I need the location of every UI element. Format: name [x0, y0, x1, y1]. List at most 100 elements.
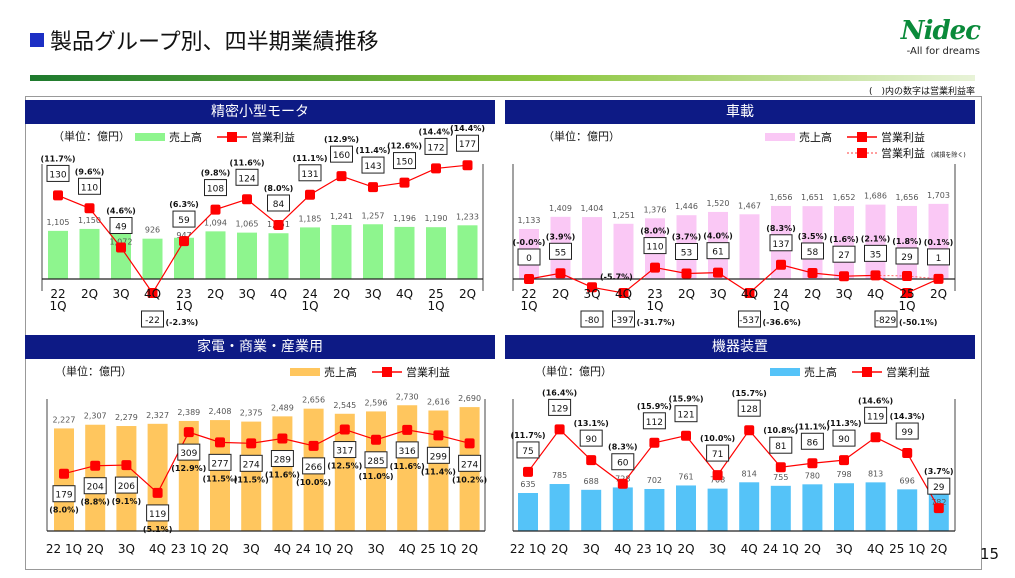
profit-margin-label: (-2.3%) — [166, 318, 199, 327]
profit-marker — [839, 271, 849, 282]
sales-value-label: 2,375 — [240, 409, 263, 418]
legend-profit-label: 営業利益 — [251, 130, 295, 144]
profit-marker — [744, 288, 755, 298]
sales-value-label: 635 — [520, 480, 535, 489]
profit-value-box — [864, 406, 888, 424]
profit-value-label: 58 — [807, 248, 819, 258]
x-tick-label: 2Q — [804, 287, 821, 301]
profit-value-label: 316 — [399, 447, 416, 457]
legend-sales-swatch — [135, 133, 165, 141]
profit-value-label: 99 — [901, 428, 913, 438]
sales-bar — [48, 230, 68, 279]
profit-value-box — [864, 244, 887, 262]
x-tick-label: 3Q — [709, 287, 726, 301]
sales-value-label: 688 — [584, 477, 599, 486]
profit-value-box — [642, 412, 666, 430]
legend-profit-label: 営業利益 — [881, 130, 925, 144]
x-tick-label: 2Q — [211, 542, 228, 556]
x-tick-label: 2Q — [678, 287, 695, 301]
profit-margin-label: (10.2%) — [452, 475, 487, 484]
sales-value-label: 755 — [773, 473, 788, 482]
profit-marker — [807, 267, 818, 278]
profit-marker — [523, 466, 533, 477]
profit-margin-label: (5.1%) — [143, 525, 173, 534]
sales-bar — [331, 224, 352, 279]
profit-value-box — [146, 504, 170, 522]
profit-value-box — [927, 248, 950, 266]
x-tick-label: 3Q — [118, 542, 135, 556]
profit-marker — [586, 455, 597, 466]
profit-value-box — [895, 422, 919, 440]
sales-value-label: 1,520 — [707, 199, 730, 208]
x-tick-label: 2Q — [87, 542, 104, 556]
profit-value-label: 150 — [396, 158, 413, 168]
profit-value-label: 75 — [522, 447, 533, 457]
profit-value-label: -22 — [145, 316, 160, 326]
legend-sales-swatch — [765, 133, 795, 141]
sales-value-label: 2,408 — [209, 407, 232, 416]
profit-value-label: 289 — [274, 456, 291, 466]
panel-title: 精密小型モータ — [25, 100, 495, 124]
profit-value-label: 27 — [838, 251, 849, 261]
x-tick-label: 2Q — [461, 542, 478, 556]
profit-marker — [870, 432, 881, 443]
profit-value-label: 317 — [336, 447, 353, 457]
profit-value-box — [580, 310, 604, 328]
sales-bar — [581, 489, 602, 531]
profit-value-box — [330, 145, 353, 163]
sales-value-label: 798 — [836, 470, 851, 479]
unit-label: （単位：億円） — [53, 129, 130, 143]
legend-profit-marker — [857, 132, 867, 142]
legend-profit-marker — [227, 132, 237, 142]
profit-marker — [464, 438, 475, 449]
legend-sales-swatch — [290, 368, 320, 376]
profit-marker — [902, 448, 913, 459]
x-tick-label: 22 1Q — [510, 542, 546, 556]
x-tick-label: 4Q — [396, 287, 413, 301]
sales-value-label: 1,196 — [393, 214, 416, 223]
profit-margin-label: (0.1%) — [924, 238, 954, 247]
profit-margin-label: (11.4%) — [421, 467, 456, 476]
profit-margin-label: (14.6%) — [858, 396, 893, 405]
profit-value-label: 55 — [555, 248, 566, 258]
profit-margin-label: (11.5%) — [202, 474, 237, 483]
sales-value-label: 2,279 — [115, 413, 138, 422]
profit-value-label: 110 — [646, 243, 663, 253]
profit-marker — [555, 268, 566, 279]
profit-value-label: 86 — [807, 438, 819, 448]
sales-value-label: 1,703 — [927, 191, 950, 200]
profit-marker — [433, 430, 444, 441]
x-tick-label: 4Q — [615, 287, 632, 301]
x-tick-label: 22 — [521, 287, 536, 301]
sales-bar — [613, 223, 634, 279]
sales-value-label: 2,327 — [146, 411, 169, 420]
x-tick-label: 2Q — [552, 287, 569, 301]
x-tick-label: 25 — [428, 287, 443, 301]
sales-value-label: 761 — [678, 472, 693, 481]
profit-margin-label: (11.1%) — [292, 154, 327, 163]
profit-value-box — [333, 441, 357, 459]
sales-value-label: 1,241 — [330, 212, 353, 221]
sales-bar — [518, 493, 538, 531]
profit-margin-label: (9.1%) — [112, 497, 142, 506]
profit-value-box — [769, 436, 793, 454]
profit-marker — [90, 460, 101, 471]
profit-margin-label: (-50.1%) — [899, 318, 937, 327]
sales-value-label: 785 — [552, 471, 567, 480]
profit-marker — [242, 194, 252, 205]
profit-marker — [712, 470, 723, 481]
profit-marker — [933, 273, 944, 284]
sales-bar — [111, 232, 131, 279]
profit-value-box — [298, 164, 322, 182]
profit-line — [63, 428, 470, 494]
profit-margin-label: (11.6%) — [390, 462, 425, 471]
profit-value-label: 119 — [149, 510, 166, 520]
profit-value-label: 206 — [118, 482, 135, 492]
profit-value-box — [832, 245, 856, 263]
legend-profit-ex-marker — [857, 148, 867, 158]
sales-bar — [676, 485, 696, 531]
sales-bar — [237, 232, 257, 279]
sales-value-label: 780 — [805, 471, 820, 480]
profit-value-label: 124 — [238, 174, 255, 184]
page-title: 製品グループ別、四半期業績推移 — [30, 24, 379, 56]
